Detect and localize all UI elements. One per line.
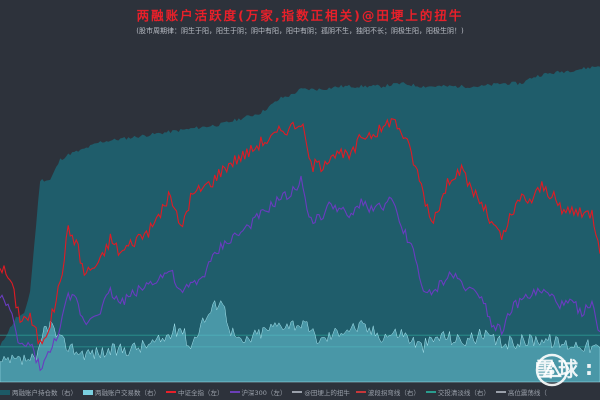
legend-item[interactable]: 两融账户交易数（右） xyxy=(83,387,160,397)
series-hs300-line xyxy=(0,175,600,372)
legend-label: 高位震荡线（ xyxy=(507,389,547,397)
legend-label: 两融账户交易数（右） xyxy=(95,389,160,397)
legend-label: 两融账户持仓数（右） xyxy=(12,389,77,397)
trade-area-layer xyxy=(0,299,600,383)
series-holding-area xyxy=(0,66,600,382)
legend-label: 波段拐弯线（右） xyxy=(367,389,420,397)
legend-item[interactable]: 波段拐弯线（右） xyxy=(355,387,420,397)
legend-label: 中证全指（左） xyxy=(178,389,224,397)
legend-swatch xyxy=(0,389,10,395)
chart-title: 两融账户活跃度(万家,指数正相关)@田埂上的扭牛 xyxy=(136,8,464,23)
xueqiu-logo-icon xyxy=(535,353,569,387)
watermark-trailing: : xyxy=(585,355,596,380)
watermark-text: 雪球 xyxy=(535,357,581,381)
legend-label: 沪深300（左） xyxy=(241,389,287,397)
legend-swatch xyxy=(83,389,93,395)
legend-swatch xyxy=(425,391,436,393)
legend-swatch xyxy=(355,391,366,393)
legend-swatch xyxy=(166,391,176,393)
legend-swatch xyxy=(292,391,303,393)
legend-label: 交投清淡线（右） xyxy=(437,389,490,397)
legend-item[interactable]: 交投清淡线（右） xyxy=(425,387,490,397)
legend-item[interactable]: 中证全指（左） xyxy=(166,387,224,397)
legend-label: @田埂上的扭牛 xyxy=(304,389,350,397)
chart-legend: 两融账户持仓数（右） 两融账户交易数（右） 中证全指（左） 沪深300（左） @田埂上的… xyxy=(0,386,600,398)
holding-area-layer xyxy=(0,66,600,382)
legend-item[interactable]: 沪深300（左） xyxy=(229,387,287,397)
series-csi-all-line xyxy=(0,118,600,346)
legend-item[interactable]: 高位震荡线（ xyxy=(495,387,547,397)
xueqiu-watermark: 雪球 : xyxy=(535,353,596,387)
csi-all-line-layer xyxy=(0,118,600,346)
legend-item[interactable]: 两融账户持仓数（右） xyxy=(0,387,77,397)
hs300-line-layer xyxy=(0,175,600,372)
legend-swatch xyxy=(229,391,240,393)
legend-item[interactable]: @田埂上的扭牛 xyxy=(292,387,350,397)
series-trade-area xyxy=(0,299,600,383)
chart-subtitle: (股市周期律：阴生于阳，阳生于阴；阴中有阳，阳中有阴；孤阴不生，独阳不长；阴极生… xyxy=(136,27,464,35)
legend-swatch xyxy=(495,391,506,393)
